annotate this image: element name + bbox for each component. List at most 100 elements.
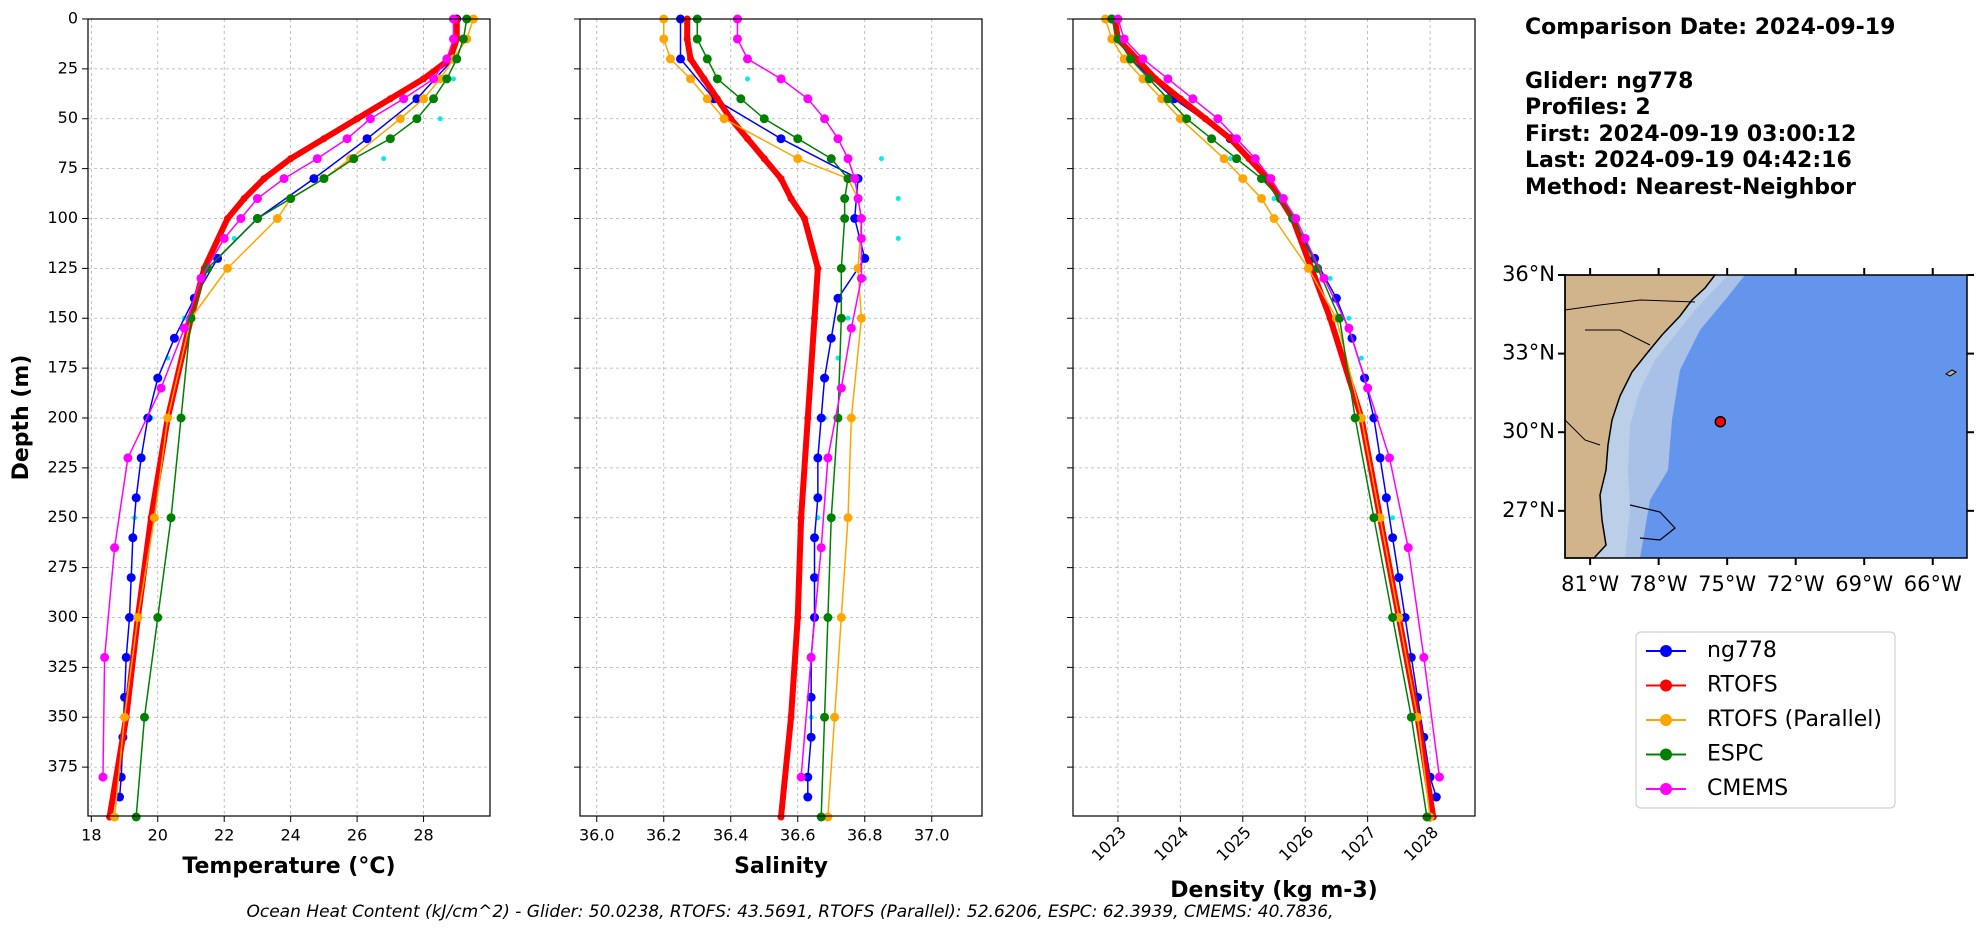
x-tick-label: 1028 bbox=[1400, 823, 1442, 865]
profile-point bbox=[136, 453, 146, 463]
map-lat-label: 36°N bbox=[1502, 262, 1555, 286]
profile-point bbox=[823, 453, 833, 463]
profile-point bbox=[846, 323, 856, 333]
map-lat-label: 27°N bbox=[1502, 498, 1555, 522]
profile-point bbox=[1175, 114, 1185, 124]
profile-point bbox=[1431, 792, 1441, 802]
profile-line bbox=[1110, 18, 1428, 818]
x-tick-label: 24 bbox=[280, 826, 300, 845]
profile-point bbox=[743, 54, 752, 64]
map-frame bbox=[1564, 274, 1968, 559]
profile-point bbox=[814, 264, 822, 272]
profile-point bbox=[395, 114, 405, 124]
profile-point bbox=[833, 134, 843, 144]
profile-point bbox=[1358, 355, 1364, 361]
profile-point bbox=[156, 383, 166, 393]
profile-point bbox=[1176, 95, 1184, 103]
profile-point bbox=[840, 213, 850, 223]
profile-point bbox=[1413, 712, 1423, 722]
profile-point bbox=[429, 94, 439, 104]
legend-label: ng778 bbox=[1707, 638, 1777, 663]
x-tick-label: 36.8 bbox=[847, 826, 883, 845]
profile-point bbox=[385, 134, 395, 144]
y-tick-label: 100 bbox=[47, 208, 78, 227]
x-tick-label: 26 bbox=[347, 826, 367, 845]
profile-point bbox=[442, 54, 452, 64]
map-lon-label: 66°W bbox=[1904, 572, 1962, 596]
profile-point bbox=[732, 34, 742, 44]
profile-point bbox=[236, 213, 246, 223]
profile-point bbox=[820, 712, 830, 722]
profile-point bbox=[1350, 413, 1360, 423]
profile-point bbox=[719, 114, 729, 124]
profile-point bbox=[121, 652, 131, 662]
profile-point bbox=[820, 114, 830, 124]
profile-point bbox=[1119, 34, 1129, 44]
info-line: First: 2024-09-19 03:00:12 bbox=[1525, 122, 1856, 147]
profile-point bbox=[126, 573, 136, 583]
profile-line bbox=[736, 19, 863, 778]
x-tick-label: 36.4 bbox=[713, 826, 749, 845]
profile-point bbox=[429, 74, 439, 84]
profile-point bbox=[816, 812, 826, 822]
profile-point bbox=[811, 314, 818, 322]
profile-point bbox=[420, 75, 428, 83]
profile-point bbox=[776, 134, 786, 144]
legend-marker bbox=[1660, 679, 1672, 692]
profile-point bbox=[787, 195, 795, 203]
land bbox=[1564, 274, 1717, 559]
profile-point bbox=[806, 652, 816, 662]
profile-point bbox=[279, 174, 289, 184]
profile-point bbox=[1188, 94, 1198, 104]
profile-point bbox=[1381, 493, 1391, 503]
x-tick-label: 36.6 bbox=[780, 826, 816, 845]
map-lon-label: 69°W bbox=[1835, 572, 1893, 596]
profile-point bbox=[1388, 612, 1398, 622]
profile-point bbox=[692, 34, 702, 44]
profile-point bbox=[123, 453, 133, 463]
profile-point bbox=[683, 35, 691, 43]
y-tick-label: 225 bbox=[47, 457, 78, 476]
profile-point bbox=[856, 213, 866, 223]
x-tick-label: 1027 bbox=[1337, 823, 1379, 865]
profile-point bbox=[1303, 263, 1313, 273]
profile-point bbox=[1388, 533, 1398, 543]
y-tick-label: 350 bbox=[47, 707, 78, 726]
map-lon-label: 78°W bbox=[1630, 572, 1688, 596]
bahamas bbox=[1629, 504, 1676, 541]
profile-point bbox=[879, 156, 884, 162]
y-tick-label: 200 bbox=[47, 407, 78, 426]
profile-point bbox=[1369, 513, 1379, 523]
profile-point bbox=[830, 712, 840, 722]
profile-point bbox=[1125, 54, 1135, 64]
profile-point bbox=[386, 95, 394, 103]
x-tick-label: 36.2 bbox=[646, 826, 682, 845]
profile-point bbox=[1394, 573, 1404, 583]
profile-point bbox=[1250, 154, 1260, 164]
profile-point bbox=[836, 612, 846, 622]
profile-point bbox=[252, 213, 262, 223]
profile-point bbox=[840, 194, 850, 204]
profile-point bbox=[1422, 812, 1432, 822]
profile-point bbox=[1319, 273, 1329, 283]
profile-point bbox=[169, 333, 179, 343]
axes-frame bbox=[87, 18, 491, 817]
profile-point bbox=[727, 115, 735, 123]
map-lon-label: 75°W bbox=[1698, 572, 1756, 596]
profile-point bbox=[1346, 315, 1352, 321]
profile-point bbox=[860, 253, 870, 263]
profile-point bbox=[442, 74, 452, 84]
profile-point bbox=[353, 115, 361, 123]
profile-point bbox=[1182, 114, 1192, 124]
profile-point bbox=[163, 413, 173, 423]
y-tick-label: 175 bbox=[47, 358, 78, 377]
profile-point bbox=[759, 114, 769, 124]
profile-point bbox=[1419, 652, 1429, 662]
profile-point bbox=[1291, 213, 1301, 223]
profile-point bbox=[149, 513, 159, 523]
profile-point bbox=[836, 263, 846, 273]
x-axis-label: Temperature (°C) bbox=[182, 854, 395, 879]
y-tick-label: 75 bbox=[58, 158, 78, 177]
y-tick-label: 150 bbox=[47, 308, 78, 327]
profile-line bbox=[106, 19, 460, 818]
